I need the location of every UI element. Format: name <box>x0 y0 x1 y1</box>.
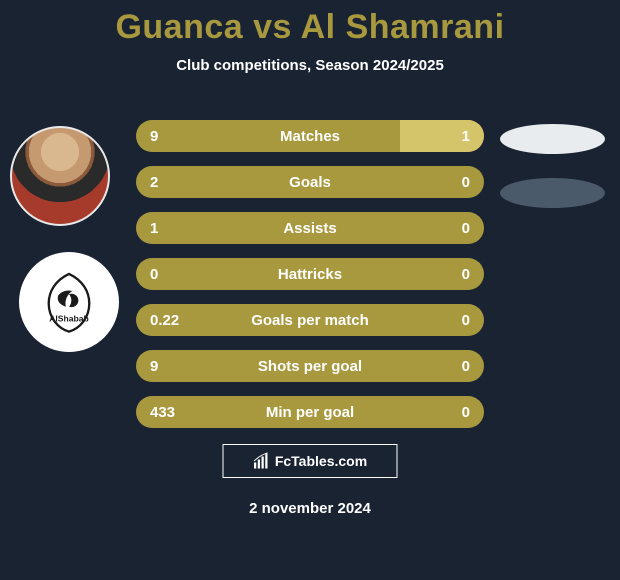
stat-label: Matches <box>136 128 484 145</box>
stat-label: Goals <box>136 174 484 191</box>
footer-date: 2 november 2024 <box>0 500 620 517</box>
stat-right-value: 0 <box>462 404 470 421</box>
player-right-club-logo: AlShabab <box>19 252 119 352</box>
club-badge-icon: AlShabab <box>30 263 108 341</box>
stat-right-value: 0 <box>462 174 470 191</box>
stat-row: 2Goals0 <box>136 166 484 198</box>
brand-box: FcTables.com <box>223 444 398 478</box>
stat-label: Hattricks <box>136 266 484 283</box>
player-left-avatar <box>10 126 110 226</box>
page-subtitle: Club competitions, Season 2024/2025 <box>0 57 620 74</box>
chart-icon <box>253 452 271 470</box>
stat-row: 9Matches1 <box>136 120 484 152</box>
stat-right-value: 1 <box>462 128 470 145</box>
stats-bar-group: 9Matches12Goals01Assists00Hattricks00.22… <box>136 120 484 442</box>
stat-right-value: 0 <box>462 358 470 375</box>
stat-row: 9Shots per goal0 <box>136 350 484 382</box>
stat-label: Shots per goal <box>136 358 484 375</box>
stat-right-value: 0 <box>462 312 470 329</box>
stat-right-value: 0 <box>462 220 470 237</box>
stat-row: 433Min per goal0 <box>136 396 484 428</box>
stat-label: Min per goal <box>136 404 484 421</box>
player-right-placeholder-shadow <box>500 178 605 208</box>
stat-label: Assists <box>136 220 484 237</box>
stat-right-value: 0 <box>462 266 470 283</box>
svg-text:AlShabab: AlShabab <box>49 314 89 324</box>
page-title: Guanca vs Al Shamrani <box>0 0 620 47</box>
stat-row: 1Assists0 <box>136 212 484 244</box>
stat-row: 0Hattricks0 <box>136 258 484 290</box>
player-right-placeholder-pill <box>500 124 605 154</box>
stat-label: Goals per match <box>136 312 484 329</box>
brand-label: FcTables.com <box>275 453 367 469</box>
stat-row: 0.22Goals per match0 <box>136 304 484 336</box>
